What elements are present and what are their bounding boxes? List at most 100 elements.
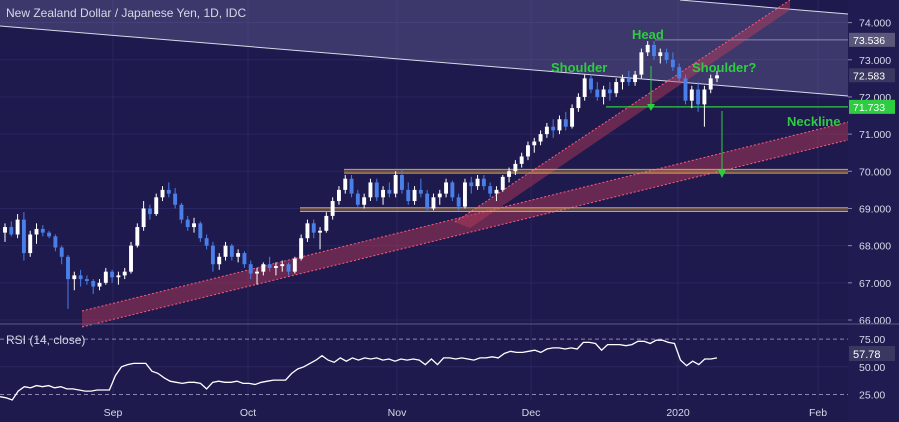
price-tick-label: 67.000 [859,278,891,290]
price-badge [849,32,895,47]
candle-body [267,264,272,268]
price-badge [849,99,895,114]
support-lower-band [300,207,848,212]
candle-body [393,175,398,194]
head-arrow-head [647,104,655,111]
candle-body [589,78,593,90]
neckline-target-arrow [718,170,726,178]
candle-body [179,204,184,220]
candle-body [336,189,341,202]
candle-body [576,96,581,109]
candle-body [431,197,436,209]
candle-body [702,89,707,105]
candle-body [261,264,266,272]
candle-body [311,223,316,233]
rsi-value-label: 57.78 [853,349,881,361]
rsi-grid [0,338,848,395]
steep-channel [455,0,790,228]
annotation-shoulder-right: Shoulder? [692,60,756,75]
time-axis-label: Feb [809,407,827,419]
price-badge [849,68,895,83]
candle-body [223,245,228,257]
candle-body [210,245,215,265]
steep-channel-edge [454,0,791,223]
candle-body [53,236,58,248]
levels [300,39,848,212]
resistance-line-upper [679,0,849,15]
candle-body [147,208,152,215]
candle-body [500,176,505,190]
price-tick-label: 68.000 [859,241,891,253]
candle-body [204,238,209,246]
candle-body [450,182,455,198]
candle-body [15,219,20,235]
candle-body [381,189,386,198]
candle-body [412,189,417,202]
price-tick-label: 74.000 [859,18,891,30]
rising-channel-lower-edge [81,121,849,312]
candle-body [349,178,354,194]
candle-body [355,193,360,205]
price-badges: 73.536 72.583 71.733 [849,32,895,114]
candle-body [456,197,461,207]
candle-body [135,227,140,246]
candle-body [3,227,7,233]
candle-body [97,282,102,287]
candle-body [708,78,713,90]
candle-body [273,266,278,268]
candle-body [280,264,285,267]
candle-body [689,89,694,101]
annotation-shoulder-left: Shoulder [551,60,607,75]
candle-body [330,201,335,216]
candle-body [652,44,656,57]
candle-body [248,264,253,274]
candle-body [696,89,701,105]
rsi-tick-label: 25.00 [859,389,885,401]
price-badge-label: 73.536 [853,35,885,47]
candle-body [387,189,392,194]
candle-body [645,44,650,53]
candle-body [633,74,638,83]
candle-body [185,219,190,228]
candle-body [582,78,587,97]
rsi-tick-label: 75.00 [859,334,885,346]
price-tick-label: 73.000 [859,55,891,67]
time-axis-label: Dec [522,407,541,419]
candle-body [519,156,524,164]
rsi-axis-ticks: 75.00 50.00 25.00 [859,334,885,401]
candle-body [9,227,14,235]
candle-body [255,271,259,274]
candle-body [229,245,234,257]
time-axis-label: 2020 [666,407,690,419]
price-badge-label: 72.583 [853,70,885,82]
candle-body [242,253,247,265]
candle-body [78,275,83,280]
candle-body [40,228,45,233]
candle-body [154,197,159,215]
time-axis-label: Nov [388,407,407,419]
candle-body [677,67,682,79]
candle-body [526,145,530,157]
candle-body [563,119,568,127]
candle-body [570,108,575,127]
candle-body [286,264,291,272]
candle-body [305,223,310,239]
candle-body [664,52,669,60]
candle-body [368,182,373,198]
candle-body [141,208,146,228]
candle-body [544,126,549,135]
candle-body [166,189,171,194]
candle-body [59,247,64,257]
support-upper-band [344,169,848,174]
candle-body [28,234,33,254]
candle-body [481,178,486,187]
candle-body [116,275,121,278]
candle-body [463,182,467,207]
candle-body [192,223,196,228]
candle-body [551,126,556,131]
candle-body [84,279,89,281]
candles [3,41,719,309]
candle-body [374,182,379,198]
candle-body [670,59,675,68]
candle-body [469,182,474,187]
